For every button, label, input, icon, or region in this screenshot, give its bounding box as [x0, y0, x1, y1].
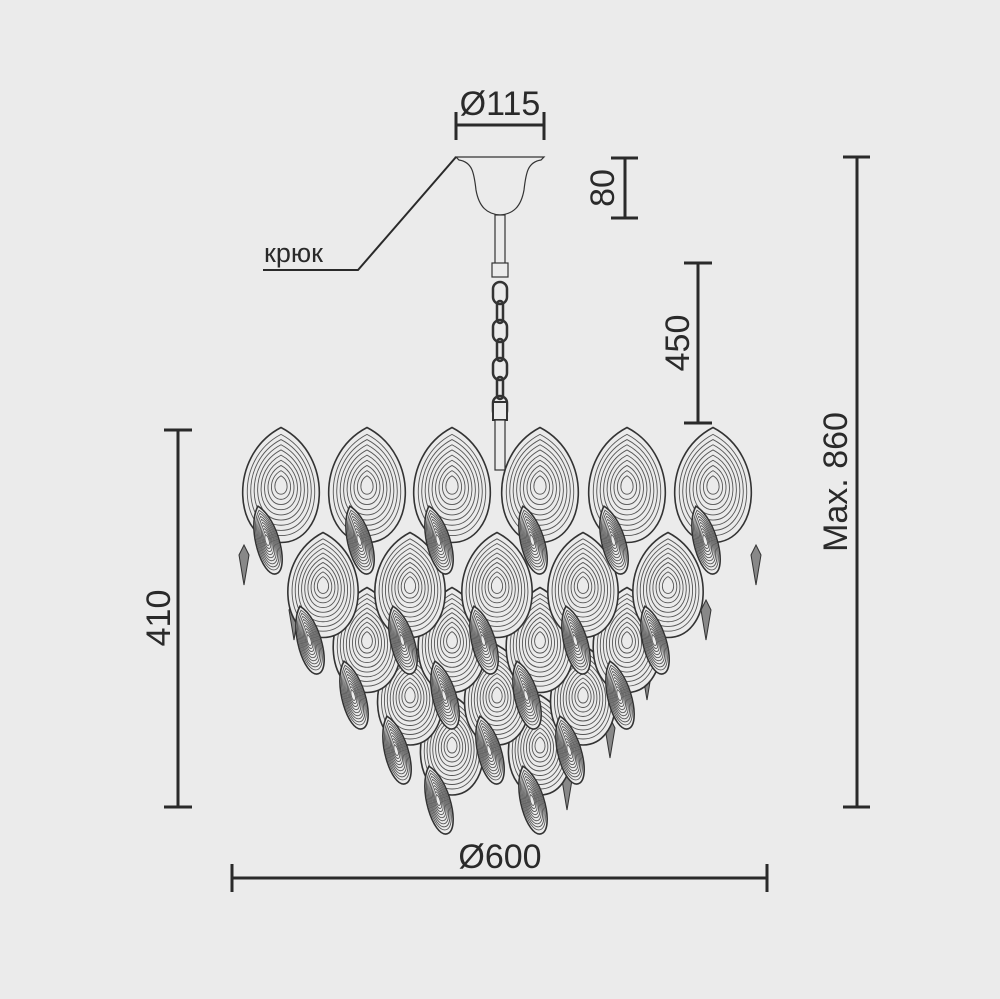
glass-leaf — [424, 505, 454, 575]
glass-leaf — [469, 605, 499, 675]
crystal-drop — [238, 543, 250, 586]
glass-leaf — [382, 715, 412, 785]
hook-label: крюк — [264, 238, 323, 268]
glass-leaf — [605, 660, 635, 730]
glass-leaf — [673, 426, 753, 544]
glass-leaf — [561, 605, 591, 675]
canopy-height-dimension: 80 — [584, 156, 638, 220]
hook-callout: крюк — [263, 156, 457, 271]
body-height-label: 410 — [140, 590, 178, 647]
max-height-label: Max. 860 — [817, 412, 855, 552]
glass-leaf — [345, 505, 375, 575]
glass-leaf — [430, 660, 460, 730]
glass-leaf — [691, 505, 721, 575]
glass-leaf — [475, 715, 505, 785]
body-height-dimension: 410 — [140, 428, 192, 809]
chain-lock — [492, 401, 508, 421]
crystal-drop — [700, 598, 712, 641]
chain-length-dimension: 450 — [659, 261, 712, 425]
chain-link — [495, 337, 505, 363]
glass-leaf — [512, 660, 542, 730]
glass-leaf — [253, 505, 283, 575]
glass-leaf — [339, 660, 369, 730]
chain-length-label: 450 — [659, 315, 697, 372]
canopy — [454, 156, 546, 278]
glass-leaf — [599, 505, 629, 575]
chain-link — [491, 280, 509, 306]
canopy-height-label: 80 — [584, 169, 622, 207]
glass-leaf — [518, 765, 548, 835]
glass-leaf — [640, 605, 670, 675]
chain-link — [495, 375, 505, 401]
chain — [491, 280, 509, 421]
chain-link — [491, 356, 509, 382]
glass-leaf — [424, 765, 454, 835]
glass-leaf — [327, 426, 407, 544]
leaf-body — [238, 426, 762, 835]
glass-leaf — [555, 715, 585, 785]
crystal-drop — [750, 543, 762, 586]
canopy-diameter-dimension: Ø115 — [454, 85, 546, 140]
canopy-diameter-label: Ø115 — [460, 85, 541, 123]
central-rod — [494, 419, 506, 471]
glass-leaf — [518, 505, 548, 575]
body-diameter-label: Ø600 — [458, 838, 541, 876]
body-diameter-dimension: Ø600 — [230, 838, 769, 892]
chain-link — [491, 318, 509, 344]
glass-leaf — [295, 605, 325, 675]
glass-leaf — [388, 605, 418, 675]
max-height-dimension: Max. 860 — [817, 155, 870, 809]
glass-leaf — [500, 426, 580, 544]
chain-link — [495, 299, 505, 325]
